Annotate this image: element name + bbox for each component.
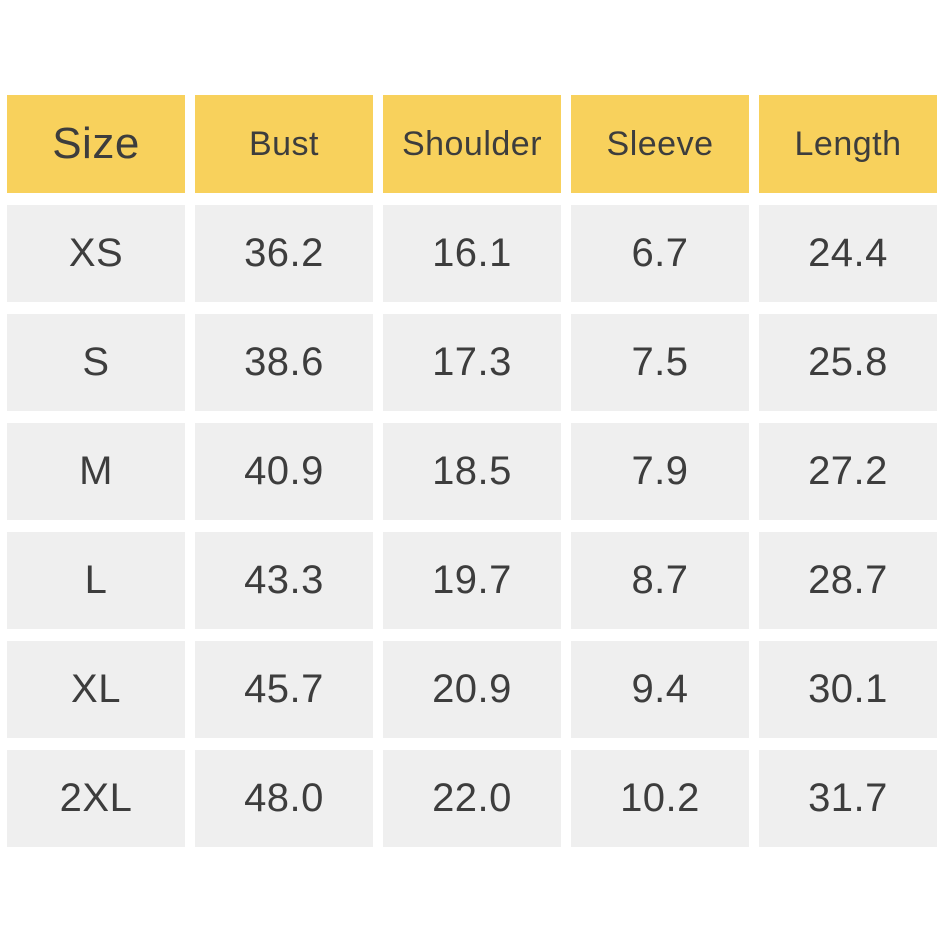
cell-xl-length: 30.1: [759, 641, 937, 738]
cell-l-shoulder: 19.7: [383, 532, 561, 629]
column-header-shoulder: Shoulder: [383, 95, 561, 193]
size-label-xs: XS: [7, 205, 185, 302]
cell-xl-shoulder: 20.9: [383, 641, 561, 738]
column-header-sleeve: Sleeve: [571, 95, 749, 193]
cell-m-sleeve: 7.9: [571, 423, 749, 520]
column-header-size: Size: [7, 95, 185, 193]
size-label-l: L: [7, 532, 185, 629]
cell-2xl-sleeve: 10.2: [571, 750, 749, 847]
size-label-s: S: [7, 314, 185, 411]
cell-s-length: 25.8: [759, 314, 937, 411]
cell-xs-shoulder: 16.1: [383, 205, 561, 302]
size-label-m: M: [7, 423, 185, 520]
size-chart-table: Size Bust Shoulder Sleeve Length XS 36.2…: [7, 95, 937, 847]
cell-xs-sleeve: 6.7: [571, 205, 749, 302]
cell-m-shoulder: 18.5: [383, 423, 561, 520]
cell-xl-sleeve: 9.4: [571, 641, 749, 738]
cell-2xl-bust: 48.0: [195, 750, 373, 847]
cell-s-shoulder: 17.3: [383, 314, 561, 411]
cell-l-length: 28.7: [759, 532, 937, 629]
cell-s-sleeve: 7.5: [571, 314, 749, 411]
column-header-length: Length: [759, 95, 937, 193]
cell-xs-bust: 36.2: [195, 205, 373, 302]
cell-l-sleeve: 8.7: [571, 532, 749, 629]
cell-xl-bust: 45.7: [195, 641, 373, 738]
column-header-bust: Bust: [195, 95, 373, 193]
cell-l-bust: 43.3: [195, 532, 373, 629]
cell-2xl-shoulder: 22.0: [383, 750, 561, 847]
cell-s-bust: 38.6: [195, 314, 373, 411]
cell-m-length: 27.2: [759, 423, 937, 520]
cell-2xl-length: 31.7: [759, 750, 937, 847]
size-label-2xl: 2XL: [7, 750, 185, 847]
cell-m-bust: 40.9: [195, 423, 373, 520]
cell-xs-length: 24.4: [759, 205, 937, 302]
size-label-xl: XL: [7, 641, 185, 738]
